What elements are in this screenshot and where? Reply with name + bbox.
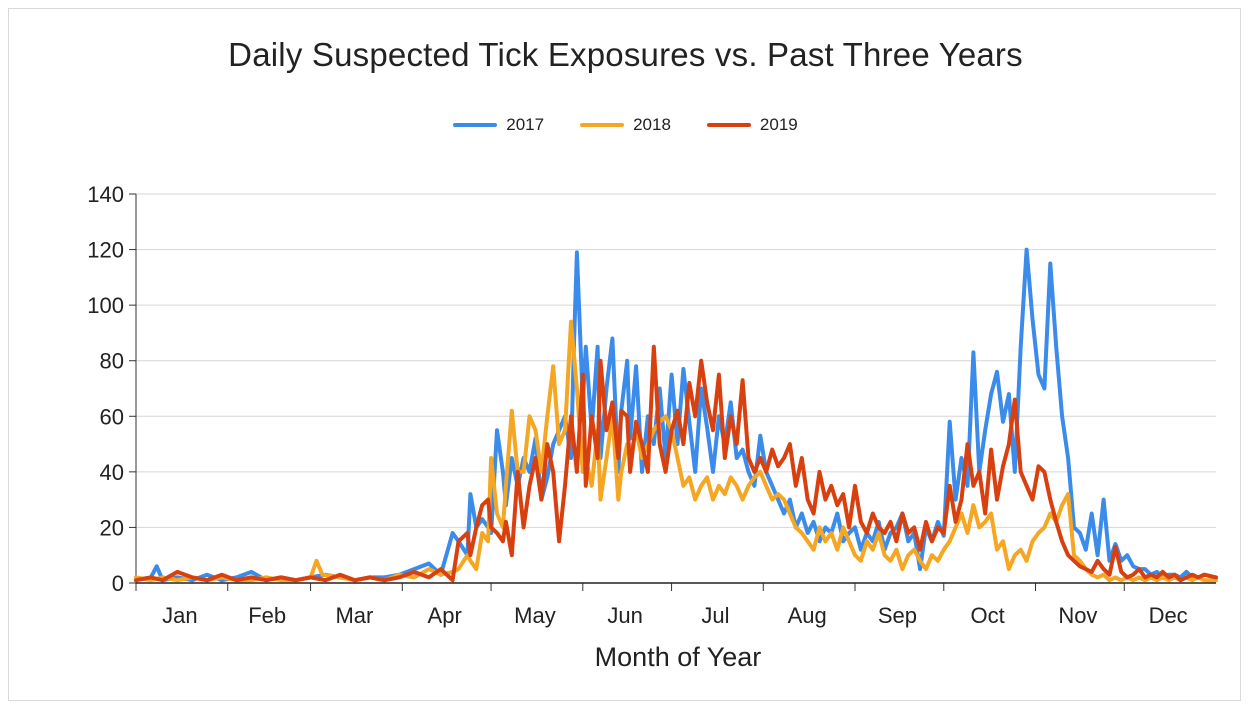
legend-label-2019: 2019: [759, 115, 798, 134]
y-tick-label-140: 140: [87, 182, 124, 207]
y-tick-label-80: 80: [100, 349, 124, 374]
x-tick-label-may: May: [514, 603, 556, 628]
series-line-2019: [134, 344, 1218, 583]
x-tick-label-jan: Jan: [162, 603, 197, 628]
x-tick-label-aug: Aug: [788, 603, 827, 628]
y-tick-label-120: 120: [87, 238, 124, 263]
series-line-2018: [134, 319, 1218, 583]
x-tick-label-sep: Sep: [878, 603, 917, 628]
chart-legend: 2017 2018 2019: [0, 115, 1251, 135]
legend-item-2017[interactable]: 2017: [453, 115, 544, 135]
x-tick-label-feb: Feb: [248, 603, 286, 628]
y-tick-label-40: 40: [100, 460, 124, 485]
x-tick-label-jun: Jun: [607, 603, 642, 628]
y-tick-label-100: 100: [87, 293, 124, 318]
chart-title: Daily Suspected Tick Exposures vs. Past …: [228, 36, 1023, 73]
y-tick-label-0: 0: [112, 571, 124, 596]
x-axis-title: Month of Year: [594, 642, 762, 672]
x-tick-label-oct: Oct: [971, 603, 1005, 628]
legend-label-2018: 2018: [633, 115, 671, 134]
y-tick-label-60: 60: [100, 404, 124, 429]
y-tick-label-20: 20: [100, 515, 124, 540]
x-tick-label-mar: Mar: [335, 603, 373, 628]
legend-item-2018[interactable]: 2018: [580, 115, 671, 135]
legend-item-2019[interactable]: 2019: [706, 115, 798, 135]
legend-swatch-2019: [706, 123, 751, 127]
x-tick-label-dec: Dec: [1149, 603, 1188, 628]
legend-swatch-2018: [580, 123, 625, 127]
x-tick-label-apr: Apr: [428, 603, 462, 628]
x-tick-label-jul: Jul: [701, 603, 729, 628]
legend-swatch-2017: [453, 123, 498, 127]
legend-label-2017: 2017: [506, 115, 545, 134]
x-tick-label-nov: Nov: [1058, 603, 1097, 628]
